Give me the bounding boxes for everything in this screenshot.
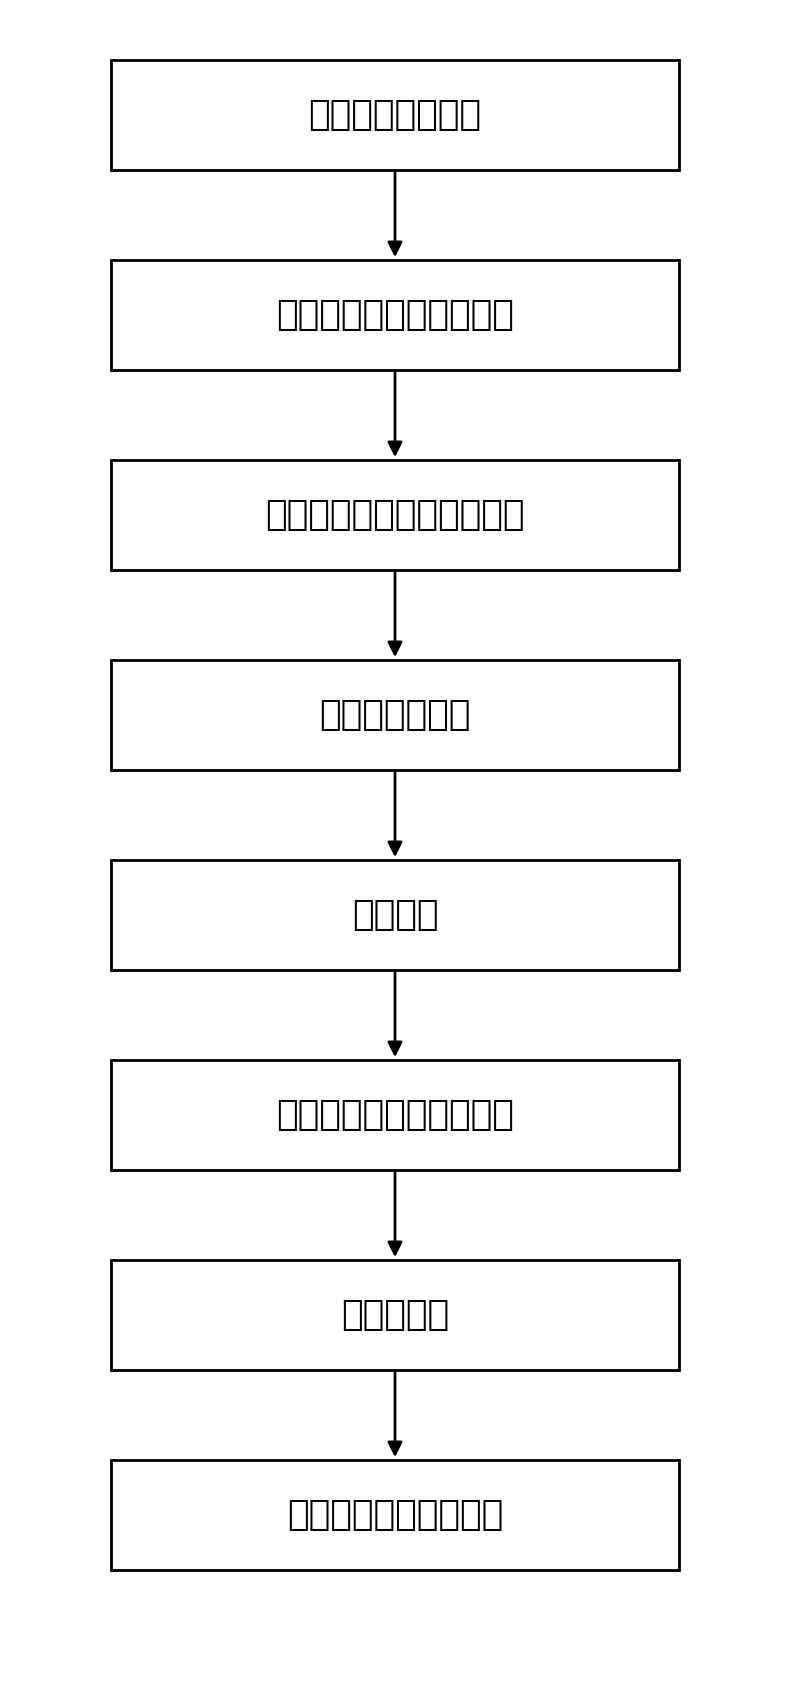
Text: 得到热带气旋子轨迹数据: 得到热带气旋子轨迹数据 bbox=[276, 1098, 514, 1132]
Bar bbox=[111, 1061, 679, 1170]
Text: 层次聚类: 层次聚类 bbox=[352, 898, 438, 932]
Text: 数据矩阵及索引: 数据矩阵及索引 bbox=[319, 699, 471, 733]
Text: 热带气旋轨迹数据: 热带气旋轨迹数据 bbox=[309, 99, 481, 133]
Bar bbox=[111, 461, 679, 570]
Bar bbox=[111, 860, 679, 971]
Text: 轨迹簇连接: 轨迹簇连接 bbox=[341, 1299, 449, 1333]
Bar bbox=[111, 660, 679, 770]
Text: 计算调整的离散弗雷歇距离: 计算调整的离散弗雷歇距离 bbox=[265, 498, 525, 532]
Text: 空间网格化，轨迹片断化: 空间网格化，轨迹片断化 bbox=[276, 298, 514, 332]
Text: 热带气旋轨迹通道数据: 热带气旋轨迹通道数据 bbox=[287, 1498, 503, 1532]
Bar bbox=[111, 1460, 679, 1571]
Bar bbox=[111, 60, 679, 170]
Bar bbox=[111, 260, 679, 371]
Bar bbox=[111, 1260, 679, 1370]
